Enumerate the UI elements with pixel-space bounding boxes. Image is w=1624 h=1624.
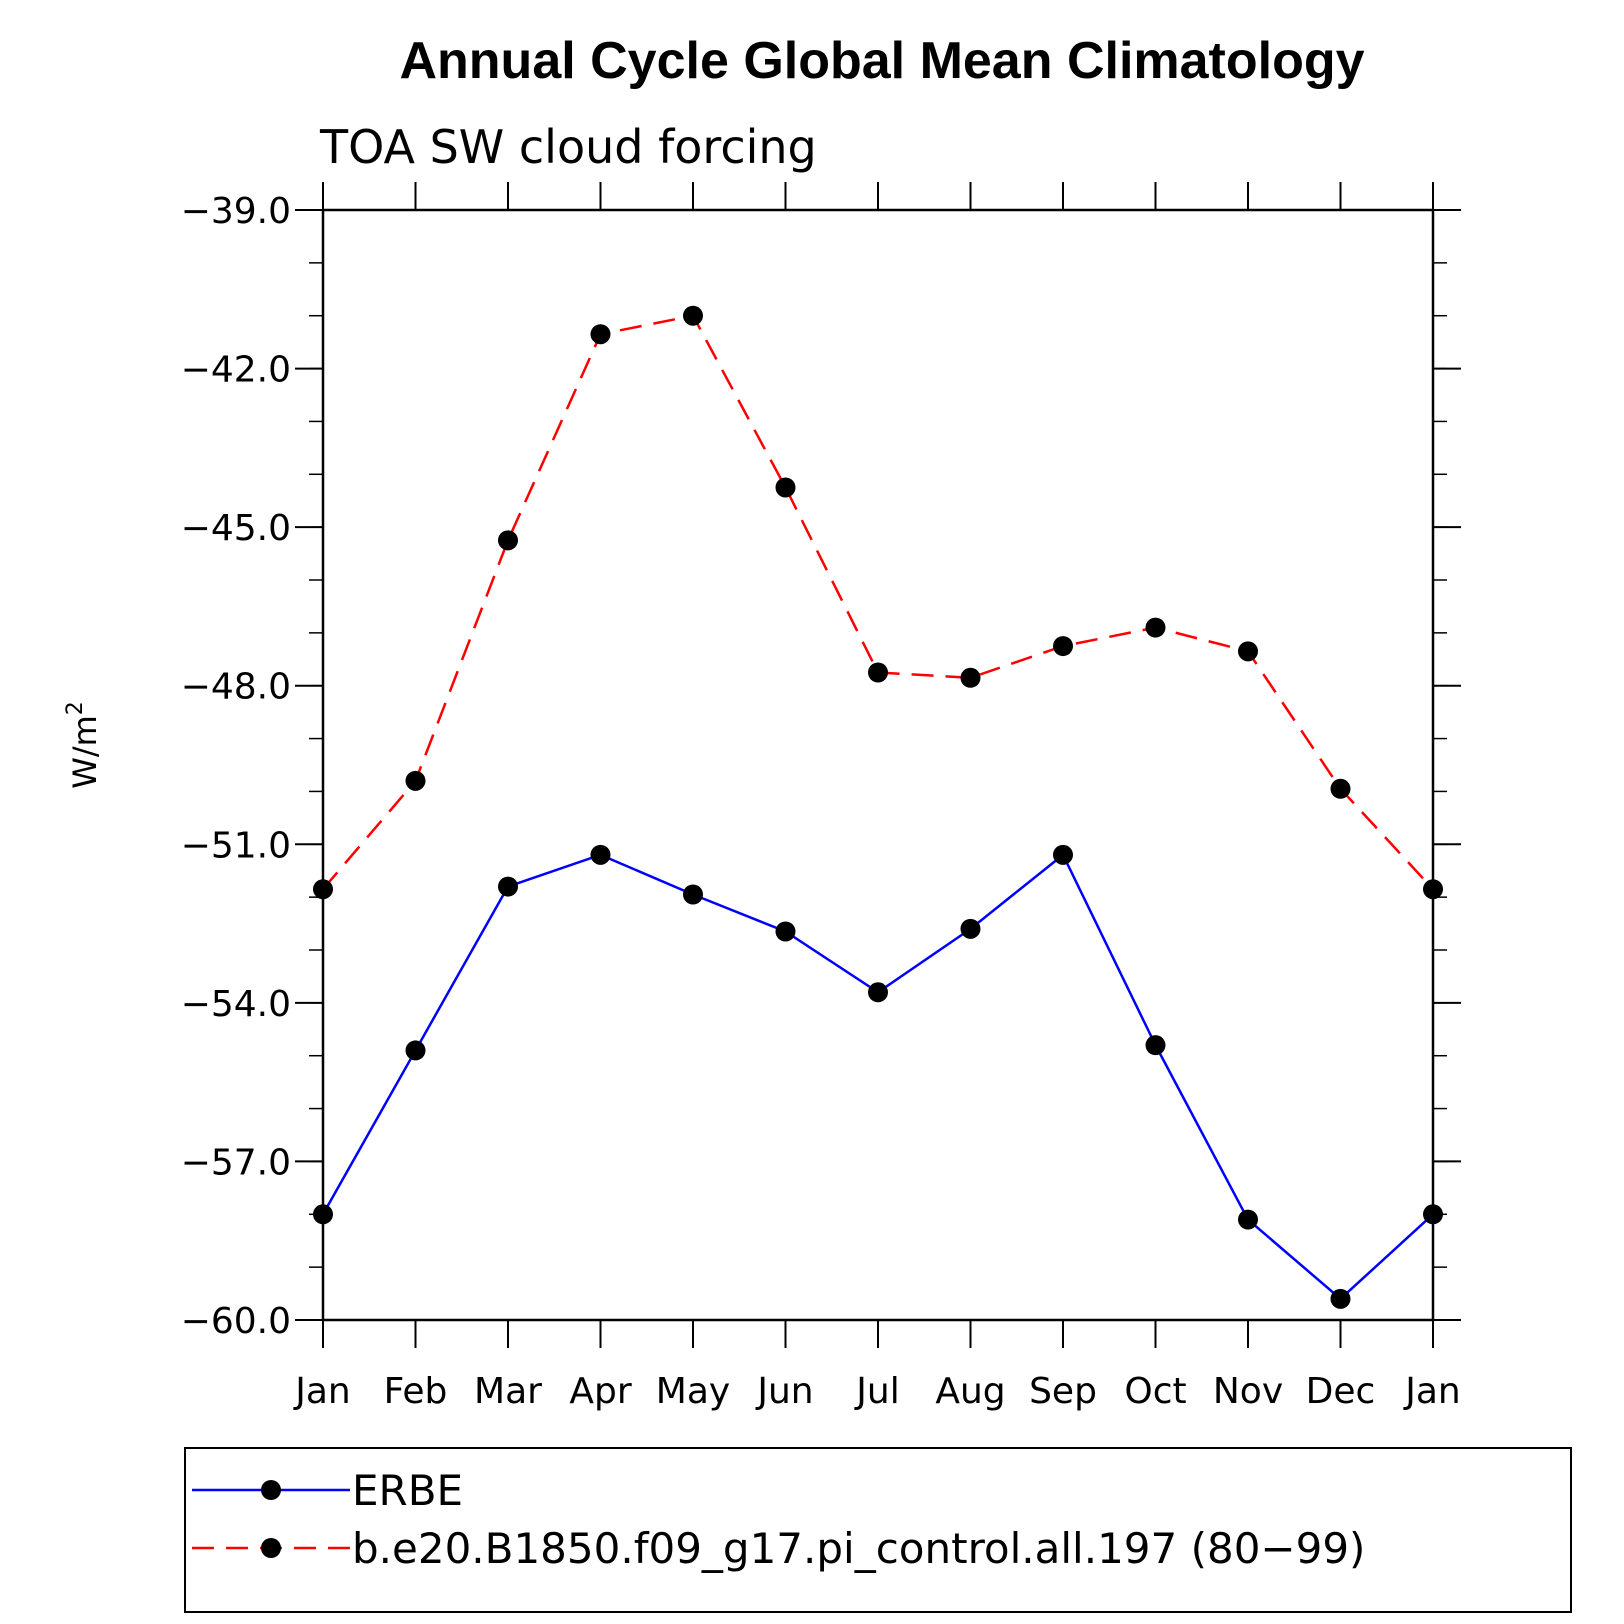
series-1-point <box>313 1204 333 1225</box>
x-tick-label: Nov <box>1213 1371 1283 1412</box>
series-2 <box>313 305 1443 900</box>
series-2-point <box>960 667 981 688</box>
y-tick-label: −60.0 <box>181 1301 291 1342</box>
y-tick-label: −54.0 <box>181 984 291 1025</box>
legend-item-1: ERBE <box>192 1466 463 1515</box>
series-2-point <box>1053 636 1073 657</box>
x-axis-ticks: Jan Feb Mar Apr May Jun Jul Aug Sep Oct Nov Dec Jan <box>293 182 1461 1412</box>
legend-items: ERBE b.e20.B1850.f09_g17.pi_control.all.1… <box>192 1466 1365 1573</box>
series-2-point <box>313 879 333 900</box>
x-tick-label: Jul <box>854 1371 899 1412</box>
series-1-point <box>1238 1209 1258 1230</box>
x-tick-label: Sep <box>1029 1371 1097 1412</box>
plot-frame <box>321 208 1435 1322</box>
x-tick-label: Aug <box>935 1371 1005 1412</box>
series-2-point <box>405 770 426 791</box>
y-axis-label-superscript: 2 <box>63 701 88 715</box>
x-tick-label: Feb <box>384 1371 448 1412</box>
series-1-point <box>868 982 888 1003</box>
series-1-point <box>960 918 981 939</box>
series-1-point <box>498 876 518 897</box>
series-1-point <box>405 1040 426 1061</box>
plot-axes <box>321 208 1435 1322</box>
series-2-point <box>1423 879 1443 900</box>
x-tick-label: Jan <box>293 1371 351 1412</box>
series-1-point <box>1330 1288 1351 1309</box>
x-tick-label: Oct <box>1124 1371 1186 1412</box>
series-2-point <box>498 530 518 551</box>
series-2-point <box>1330 778 1351 799</box>
y-axis-ticks: −39.0 −42.0 −45.0 −48.0 −51.0 −54.0 −57.0 −60.0 <box>181 191 1461 1342</box>
y-tick-label: −51.0 <box>181 825 291 866</box>
x-tick-label: May <box>656 1371 730 1412</box>
legend-marker-1 <box>261 1480 281 1500</box>
y-axis-label-base: W/m <box>66 715 104 789</box>
series-2-point <box>683 305 703 326</box>
x-tick-label: Apr <box>569 1371 631 1412</box>
y-tick-label: −57.0 <box>181 1142 291 1183</box>
legend-marker-2 <box>261 1538 281 1558</box>
series-1-point <box>683 884 703 905</box>
legend-label-2: b.e20.B1850.f09_g17.pi_control.all.197 (… <box>352 1524 1365 1573</box>
series-1-point <box>1145 1035 1166 1056</box>
series-2-line <box>322 314 1434 891</box>
x-tick-label: Dec <box>1306 1371 1376 1412</box>
y-tick-label: −45.0 <box>181 508 291 549</box>
x-tick-label: Jun <box>755 1371 813 1412</box>
y-tick-label: −48.0 <box>181 667 291 708</box>
series-2-point <box>1238 641 1258 662</box>
chart-title: Annual Cycle Global Mean Climatology <box>399 32 1364 90</box>
series-1 <box>313 844 1443 1309</box>
y-tick-label: −42.0 <box>181 350 291 391</box>
series-2-point <box>868 662 888 683</box>
series-layer <box>313 305 1443 1309</box>
series-2-point <box>775 477 796 498</box>
legend-box <box>184 1447 1572 1613</box>
series-1-line <box>321 852 1434 1301</box>
series-2-point <box>1145 617 1166 638</box>
y-tick-label: −39.0 <box>181 191 291 232</box>
series-2-point <box>590 324 611 345</box>
legend-label-1: ERBE <box>352 1466 463 1515</box>
series-1-point <box>1053 844 1073 865</box>
x-tick-label: Mar <box>474 1371 542 1412</box>
y-axis-label: W/m2 <box>63 701 104 789</box>
legend: ERBE b.e20.B1850.f09_g17.pi_control.all.1… <box>184 1447 1572 1613</box>
series-1-point <box>775 921 796 942</box>
series-1-point <box>1423 1204 1443 1225</box>
legend-item-2: b.e20.B1850.f09_g17.pi_control.all.197 (… <box>192 1524 1365 1573</box>
chart-subtitle: TOA SW cloud forcing <box>319 120 817 174</box>
series-1-point <box>590 844 611 865</box>
x-tick-label: Jan <box>1403 1371 1461 1412</box>
